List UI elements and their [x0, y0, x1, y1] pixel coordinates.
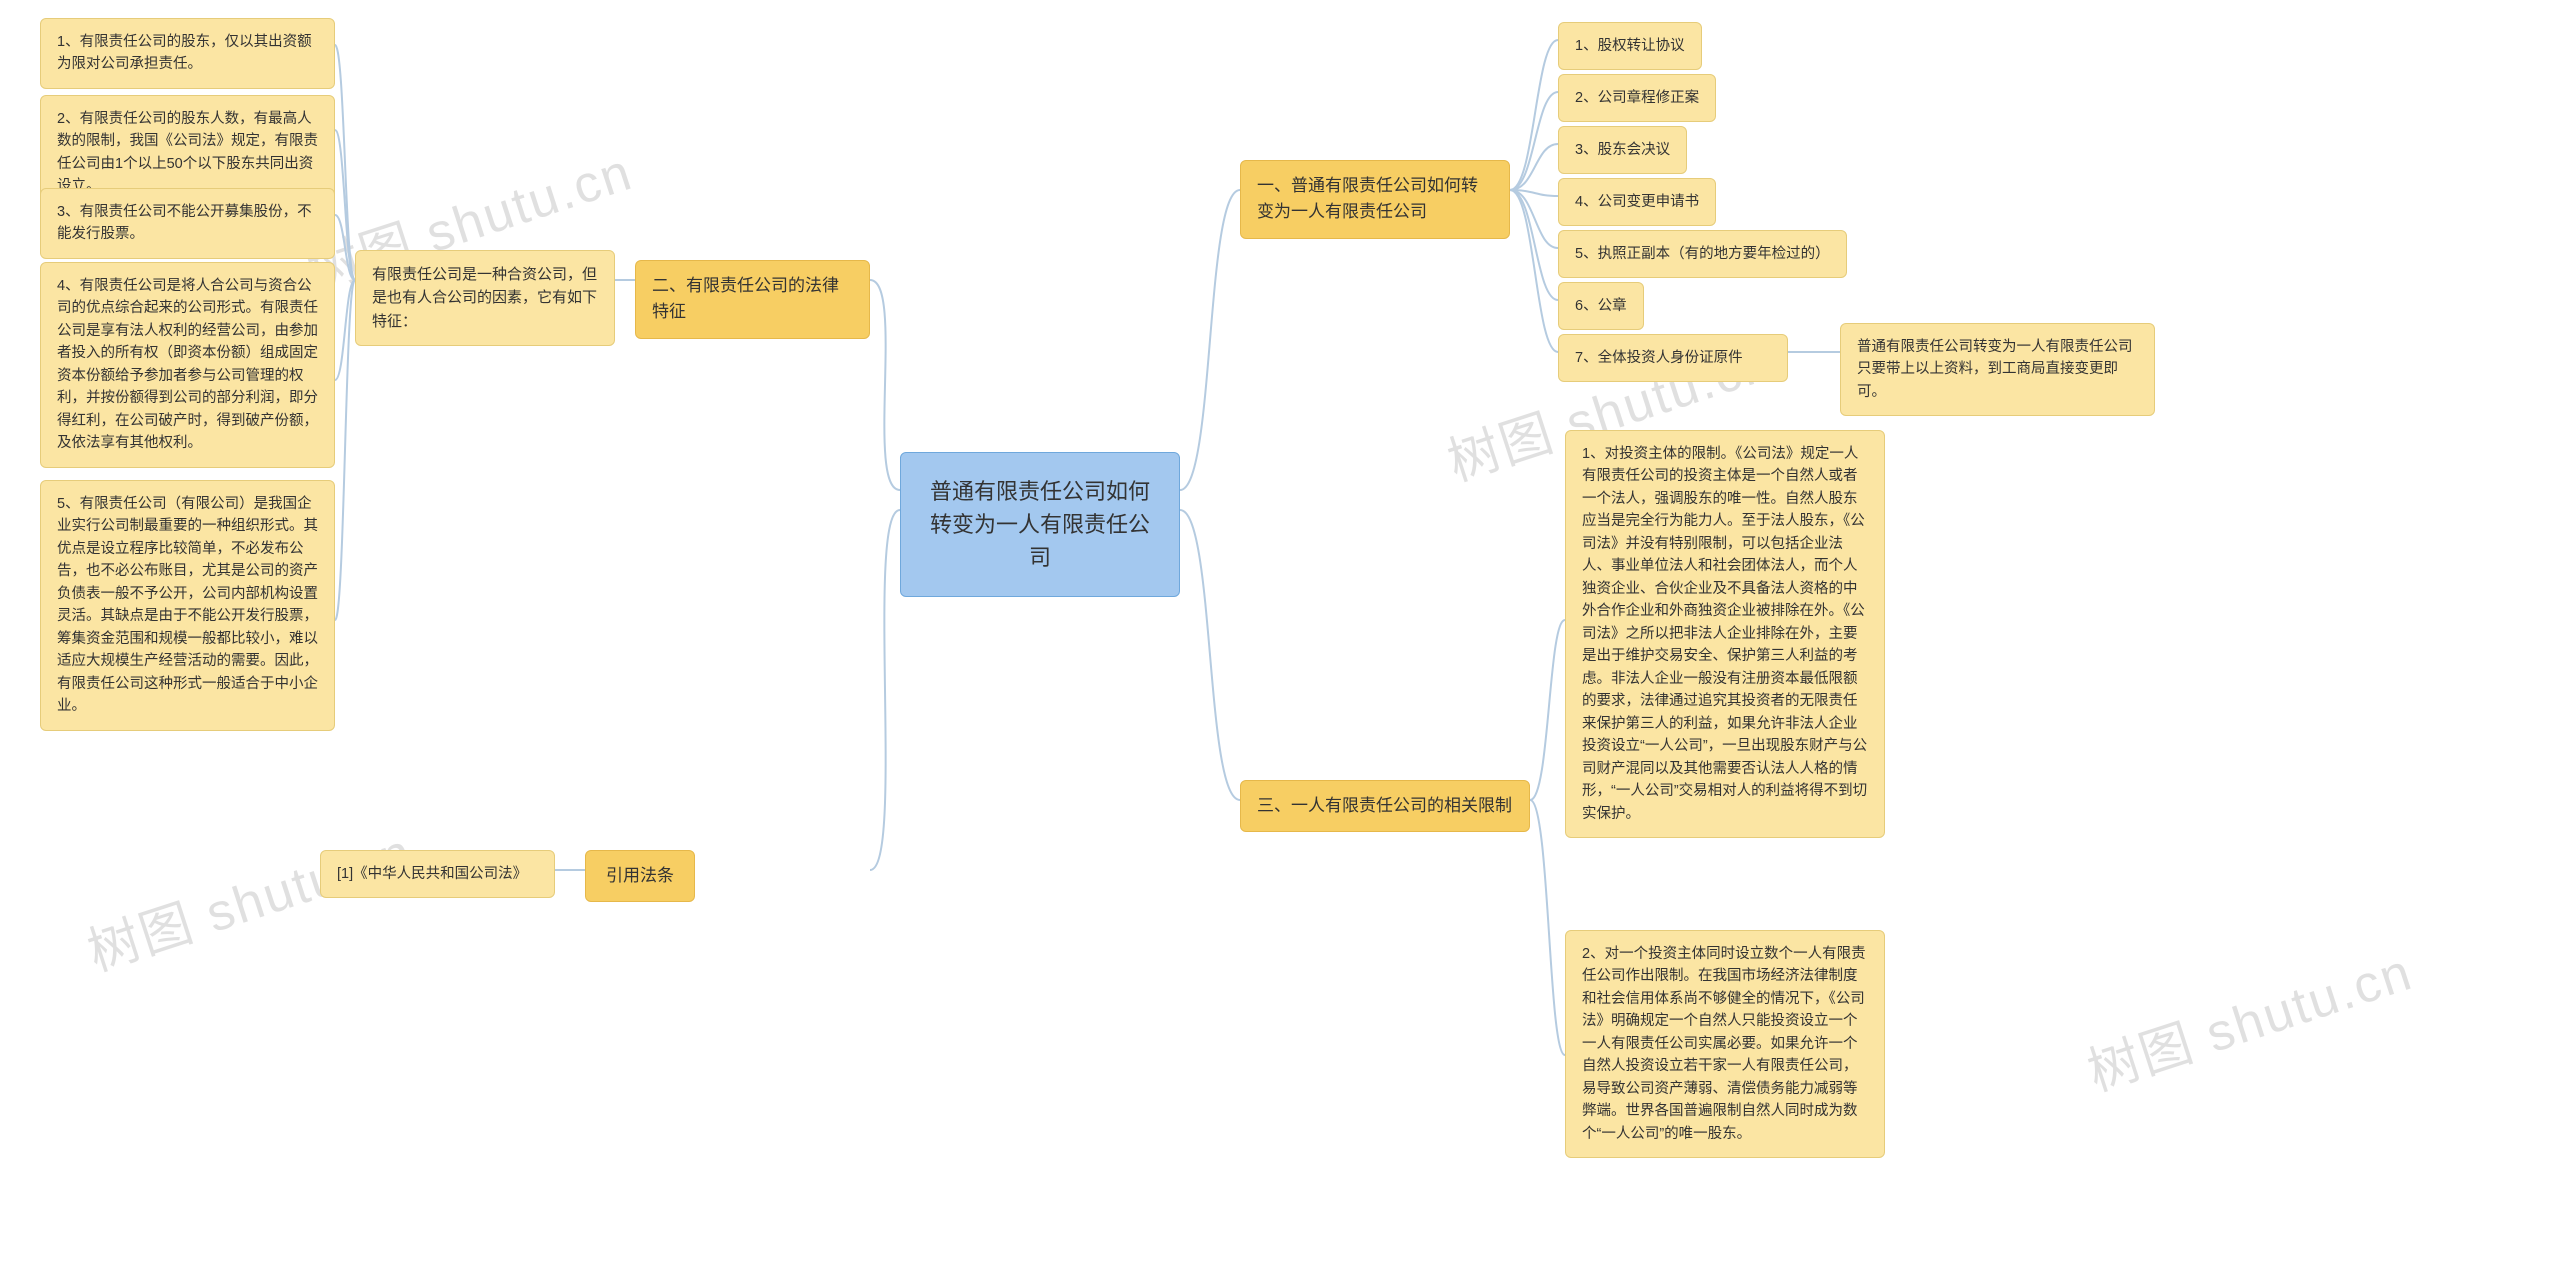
- b3-p2: 2、对一个投资主体同时设立数个一人有限责任公司作出限制。在我国市场经济法律制度和…: [1565, 930, 1885, 1158]
- mindmap-canvas: 普通有限责任公司如何转变为一人有限责任公司 一、普通有限责任公司如何转变为一人有…: [0, 0, 2560, 1263]
- b3-p1: 1、对投资主体的限制。《公司法》规定一人有限责任公司的投资主体是一个自然人或者一…: [1565, 430, 1885, 838]
- b2-i3: 3、有限责任公司不能公开募集股份，不能发行股票。: [40, 188, 335, 259]
- b2-intro: 有限责任公司是一种合资公司，但是也有人合公司的因素，它有如下特征：: [355, 250, 615, 346]
- b2-i1: 1、有限责任公司的股东，仅以其出资额为限对公司承担责任。: [40, 18, 335, 89]
- b2-i4: 4、有限责任公司是将人合公司与资合公司的优点综合起来的公司形式。有限责任公司是享…: [40, 262, 335, 468]
- b1-i2: 2、公司章程修正案: [1558, 74, 1716, 122]
- b1-i6: 6、公章: [1558, 282, 1644, 330]
- b1-i4: 4、公司变更申请书: [1558, 178, 1716, 226]
- center-node: 普通有限责任公司如何转变为一人有限责任公司: [900, 452, 1180, 597]
- b1-i7: 7、全体投资人身份证原件: [1558, 334, 1788, 382]
- branch-2: 二、有限责任公司的法律特征: [635, 260, 870, 339]
- ref-item: [1]《中华人民共和国公司法》: [320, 850, 555, 898]
- b1-i1: 1、股权转让协议: [1558, 22, 1702, 70]
- branch-ref: 引用法条: [585, 850, 695, 902]
- b1-i3: 3、股东会决议: [1558, 126, 1687, 174]
- b2-i5: 5、有限责任公司（有限公司）是我国企业实行公司制最重要的一种组织形式。其优点是设…: [40, 480, 335, 731]
- b1-i5: 5、执照正副本（有的地方要年检过的）: [1558, 230, 1847, 278]
- branch-1: 一、普通有限责任公司如何转变为一人有限责任公司: [1240, 160, 1510, 239]
- branch-3: 三、一人有限责任公司的相关限制: [1240, 780, 1530, 832]
- b1-note: 普通有限责任公司转变为一人有限责任公司只要带上以上资料，到工商局直接变更即可。: [1840, 323, 2155, 416]
